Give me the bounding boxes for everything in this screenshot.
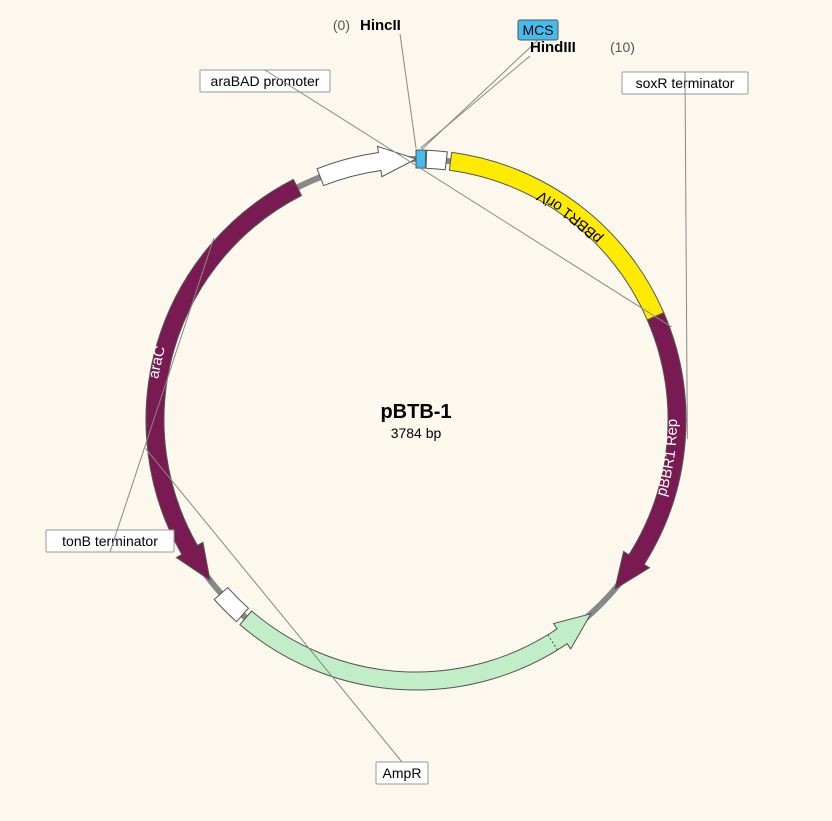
label-text: tonB terminator <box>62 533 158 549</box>
leader-line <box>145 448 402 762</box>
feature-soxr-terminator <box>426 150 447 169</box>
plasmid-name: pBTB-1 <box>380 401 451 423</box>
svg-text:HincII: HincII <box>360 17 401 34</box>
plasmid-size: 3784 bp <box>391 425 442 441</box>
enzyme-label-hindiii: HindIII (10) <box>530 39 635 56</box>
mcs-tag-text: MCS <box>522 22 553 38</box>
leader-line <box>265 70 672 327</box>
label-text: AmpR <box>383 765 422 781</box>
feature-arabad-promoter <box>317 146 416 185</box>
svg-text:HindIII: HindIII <box>530 39 576 56</box>
enzyme-leader <box>400 34 416 148</box>
feature-mcs <box>416 150 426 168</box>
feature-ampr <box>240 611 591 690</box>
feature-arac <box>146 179 302 580</box>
leader-line <box>420 40 538 151</box>
leader-line <box>685 72 687 439</box>
svg-text:(0): (0) <box>333 17 350 33</box>
feature-label: pBBR1 oriV <box>534 187 606 247</box>
svg-text:(10): (10) <box>610 39 635 55</box>
feature-pbbr1-oriv <box>449 152 663 320</box>
plasmid-map: pBBR1 oriVpBBR1 ReparaCaraBAD promoterso… <box>0 0 832 821</box>
enzyme-label-hincii: (0) HincII <box>333 17 401 34</box>
label-text: araBAD promoter <box>211 73 320 89</box>
enzyme-leader <box>421 56 530 148</box>
